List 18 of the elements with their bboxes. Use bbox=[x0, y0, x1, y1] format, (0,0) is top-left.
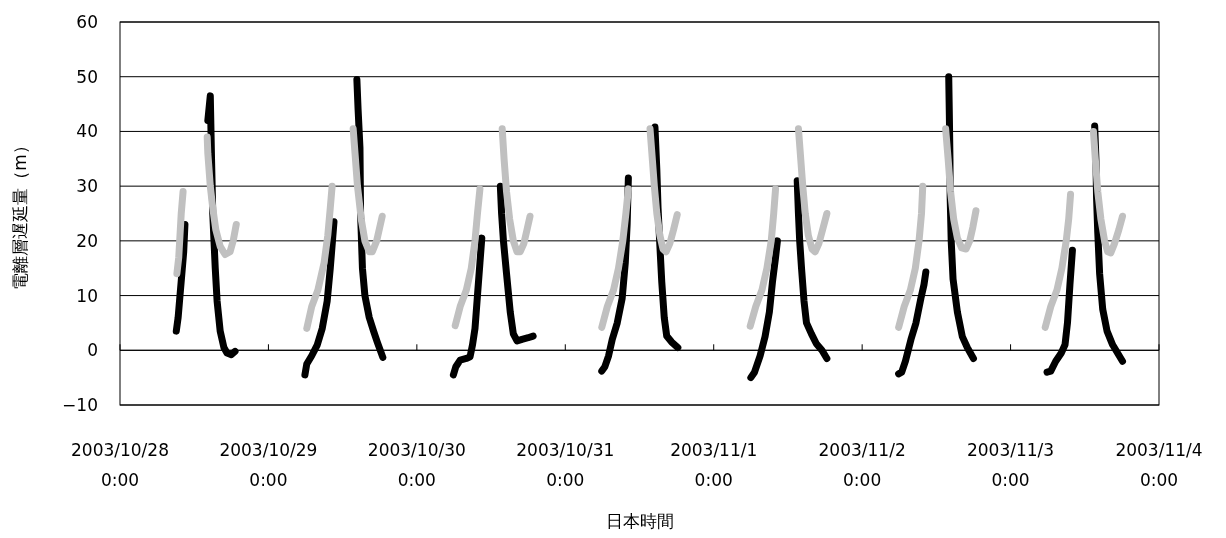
x-tick-label: 2003/11/1 0:00 bbox=[670, 440, 758, 490]
x-axis-title: 日本時間 bbox=[605, 511, 674, 531]
y-tick-label: 0 bbox=[87, 340, 98, 361]
x-tick-label: 2003/10/28 0:00 bbox=[71, 440, 169, 490]
y-axis-title: 電離層遅延量（m） bbox=[10, 137, 30, 290]
y-tick-label: 50 bbox=[76, 66, 98, 87]
y-tick-label: 20 bbox=[76, 230, 98, 251]
x-tick-label: 2003/10/31 0:00 bbox=[516, 440, 615, 490]
y-tick-label: −10 bbox=[62, 395, 98, 415]
x-tick-label: 2003/11/4 0:00 bbox=[1115, 440, 1203, 490]
x-tick-label: 2003/11/2 0:00 bbox=[818, 440, 906, 490]
x-tick-label: 2003/10/29 0:00 bbox=[219, 440, 318, 490]
y-tick-label: 40 bbox=[76, 121, 98, 142]
y-tick-label: 30 bbox=[76, 176, 98, 197]
y-tick-label: 10 bbox=[76, 285, 98, 306]
x-tick-label: 2003/10/30 0:00 bbox=[367, 440, 466, 490]
y-tick-label: 60 bbox=[76, 12, 98, 32]
x-tick-label: 2003/11/3 0:00 bbox=[966, 440, 1055, 490]
